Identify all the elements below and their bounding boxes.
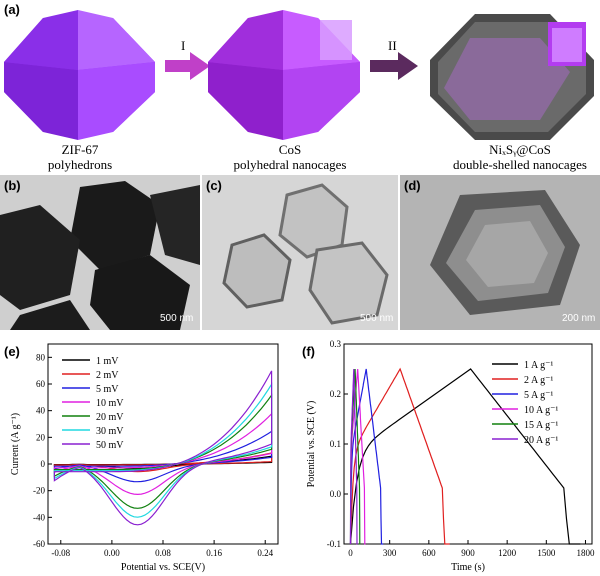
gcd-ytick-label: 0.2 — [330, 389, 341, 399]
cv-ytick-label: 20 — [36, 432, 46, 442]
cv-xtick-label: -0.08 — [51, 548, 70, 558]
panel-label-c: (c) — [206, 178, 222, 193]
scale-bar-b: 500 nm — [160, 313, 194, 324]
gcd-xtick-label: 900 — [461, 548, 475, 558]
cv-legend-label: 30 mV — [96, 426, 124, 437]
gcd-xtick-label: 600 — [422, 548, 436, 558]
gcd-series-line — [349, 368, 366, 545]
cv-ytick-label: 40 — [36, 406, 46, 416]
cv-ylabel: Current (A g⁻¹) — [10, 413, 21, 475]
arrow-step-2 — [370, 52, 418, 80]
cv-ytick-label: -60 — [33, 539, 45, 549]
gcd-ytick-label: 0.1 — [330, 439, 341, 449]
scale-bar-d: 200 nm — [562, 313, 596, 324]
gcd-legend-label: 1 A g⁻¹ — [524, 360, 553, 371]
cv-series-line — [53, 393, 273, 509]
gcd-ytick-label: 0.3 — [330, 339, 342, 349]
arrow-step-1 — [165, 52, 210, 80]
tem-image-d: 200 nm — [400, 175, 600, 330]
panel-label-e: (e) — [4, 344, 20, 359]
cv-legend-label: 5 mV — [96, 384, 119, 395]
cv-xtick-label: 0.24 — [257, 548, 273, 558]
panel-label-d: (d) — [404, 178, 421, 193]
cos-nanocage — [208, 10, 360, 140]
tem-image-c: 500 nm — [202, 175, 398, 330]
cv-series-line — [53, 430, 273, 483]
gcd-xlabel: Time (s) — [451, 562, 485, 573]
tem-image-b: 500 nm — [0, 175, 200, 330]
caption-cos: CoS polyhedral nanocages — [215, 142, 365, 172]
caption-zif67: ZIF-67 polyhedrons — [20, 142, 140, 172]
step-2-label: II — [388, 38, 397, 53]
gcd-xtick-label: 1200 — [498, 548, 517, 558]
cv-ytick-label: -40 — [33, 512, 45, 522]
caption-cos-line1: CoS — [278, 142, 302, 157]
cv-legend-label: 20 mV — [96, 412, 124, 423]
cv-series-line — [53, 412, 273, 496]
gcd-xtick-label: 1800 — [576, 548, 595, 558]
gcd-legend-label: 2 A g⁻¹ — [524, 375, 553, 386]
gcd-xtick-label: 1500 — [537, 548, 556, 558]
caption-nisx-line1: NiₓSᵧ@CoS — [489, 142, 551, 157]
caption-nisx-line2: double-shelled nanocages — [453, 157, 587, 172]
gcd-ytick-label: 0.0 — [330, 489, 342, 499]
panel-label-f: (f) — [302, 344, 315, 359]
caption-zif67-line2: polyhedrons — [47, 157, 113, 172]
gcd-series-line — [349, 368, 358, 545]
gcd-xtick-label: 300 — [383, 548, 397, 558]
cv-ytick-label: 80 — [36, 352, 46, 362]
gcd-series-line — [349, 368, 581, 545]
caption-zif67-line1: ZIF-67 — [61, 142, 99, 157]
gcd-legend-label: 15 A g⁻¹ — [524, 420, 558, 431]
panel-label-a: (a) — [4, 2, 20, 17]
nisx-cos-double-shell — [430, 14, 594, 140]
cv-legend-label: 2 mV — [96, 370, 119, 381]
schematic-illustration: I II — [4, 10, 594, 140]
cv-chart: -0.08 0.00 0.08 0.16 0.24 -60 -40 -20 0 20 40 60 80 P… — [10, 343, 279, 573]
gcd-xtick-label: 0 — [348, 548, 353, 558]
scale-bar-c: 500 nm — [360, 313, 394, 324]
gcd-series-line — [349, 367, 450, 545]
cv-xtick-label: 0.08 — [155, 548, 171, 558]
gcd-ytick-label: -0.1 — [327, 539, 341, 549]
cv-ytick-label: 60 — [36, 379, 46, 389]
gcd-ylabel: Potential vs. SCE (V) — [306, 401, 317, 488]
cv-legend-label: 1 mV — [96, 356, 119, 367]
cv-ytick-label: -20 — [33, 486, 45, 496]
gcd-legend-label: 10 A g⁻¹ — [524, 405, 558, 416]
cv-xtick-label: 0.16 — [206, 548, 222, 558]
cv-legend-label: 10 mV — [96, 398, 124, 409]
cv-series-line — [53, 382, 273, 518]
gcd-chart: 0 300 600 900 1200 1500 1800 -0.1 0.0 0.1 0.2 0.3 Ti… — [306, 339, 595, 573]
gcd-legend-label: 20 A g⁻¹ — [524, 435, 558, 446]
cv-ytick-label: 0 — [41, 459, 46, 469]
panel-label-b: (b) — [4, 178, 21, 193]
cv-xlabel: Potential vs. SCE(V) — [121, 562, 205, 573]
step-1-label: I — [181, 38, 185, 53]
zif67-polyhedron — [4, 10, 155, 140]
cv-xtick-label: 0.00 — [104, 548, 120, 558]
cv-series-line — [53, 370, 273, 526]
gcd-legend-label: 5 A g⁻¹ — [524, 390, 553, 401]
cv-legend-label: 50 mV — [96, 440, 124, 451]
caption-nisx-cos: NiₓSᵧ@CoS double-shelled nanocages — [440, 142, 600, 172]
caption-cos-line2: polyhedral nanocages — [233, 157, 347, 172]
